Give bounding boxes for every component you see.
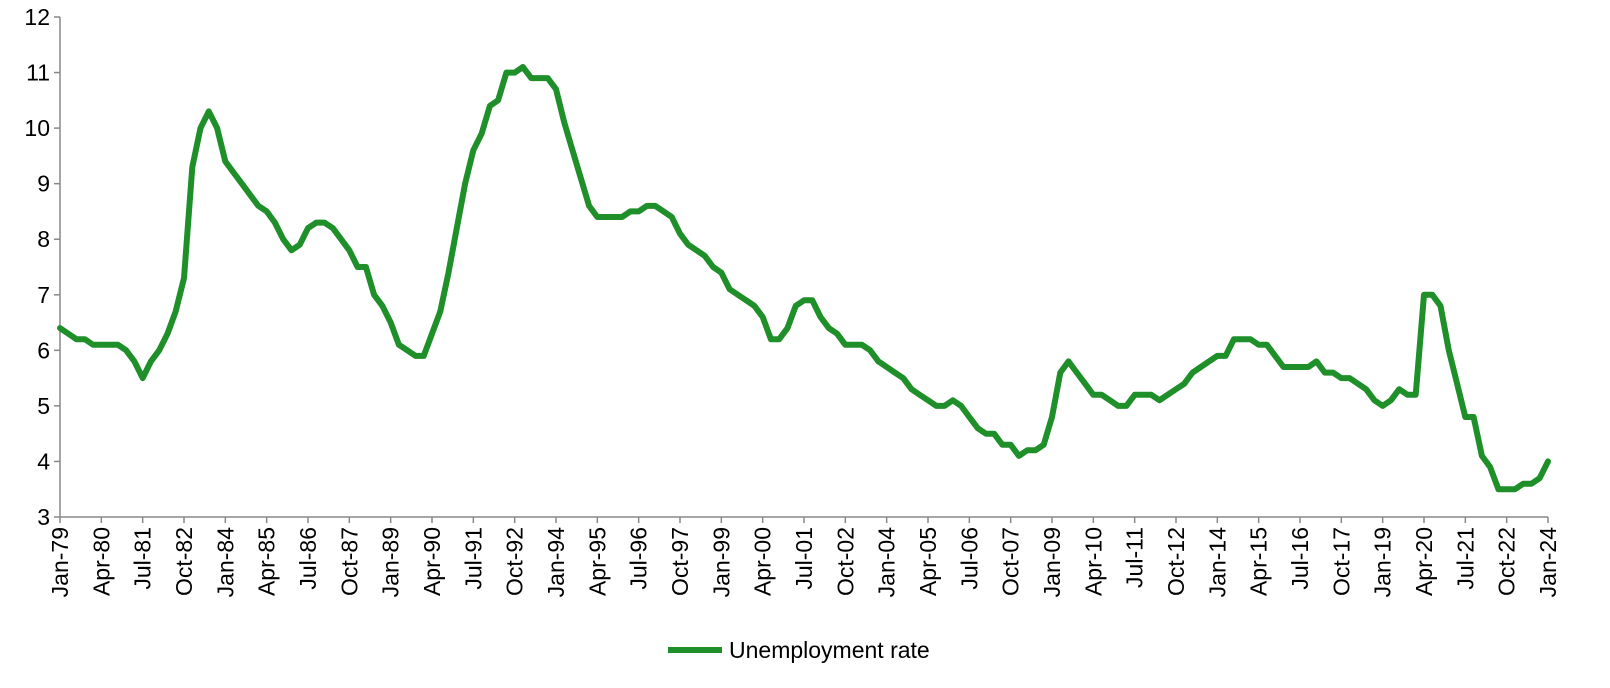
x-tick-label: Jan-04: [874, 527, 900, 598]
x-tick-label: Jul-11: [1122, 527, 1148, 588]
y-tick-label: 7: [37, 282, 50, 308]
x-tick-label: Oct-22: [1494, 527, 1520, 596]
x-tick-label: Jul-96: [626, 527, 652, 590]
x-tick-label: Apr-15: [1246, 527, 1272, 596]
y-tick-label: 3: [37, 504, 50, 530]
y-tick-label: 12: [24, 4, 50, 30]
x-tick-label: Jul-21: [1452, 527, 1478, 590]
y-tick-label: 11: [26, 60, 50, 86]
y-tick-label: 10: [24, 115, 50, 141]
x-tick-label: Jan-14: [1204, 527, 1230, 598]
x-tick-label: Jul-81: [130, 527, 156, 590]
x-tick-label: Oct-07: [998, 527, 1024, 596]
y-tick-label: 8: [37, 226, 50, 252]
x-tick-label: Apr-20: [1411, 527, 1437, 596]
x-tick-label: Oct-92: [502, 527, 528, 596]
x-tick-label: Apr-10: [1080, 527, 1106, 596]
x-tick-label: Jul-06: [956, 527, 982, 590]
x-tick-label: Oct-82: [171, 527, 197, 596]
x-tick-label: Apr-00: [750, 527, 776, 596]
x-tick-label: Jan-99: [708, 527, 734, 597]
y-tick-label: 6: [37, 337, 50, 363]
x-tick-label: Jan-24: [1535, 527, 1561, 598]
x-tick-label: Apr-90: [419, 527, 445, 596]
x-tick-label: Oct-97: [667, 527, 693, 596]
x-tick-label: Jul-01: [791, 527, 817, 590]
x-tick-label: Apr-80: [88, 527, 114, 596]
x-tick-label: Jul-86: [295, 527, 321, 590]
y-tick-label: 9: [37, 171, 50, 197]
x-tick-label: Jan-89: [378, 527, 404, 597]
y-tick-label: 5: [37, 393, 50, 419]
x-tick-label: Jan-84: [212, 527, 238, 598]
x-tick-label: Oct-17: [1328, 527, 1354, 596]
x-tick-label: Jul-91: [460, 527, 486, 590]
x-tick-label: Jan-09: [1039, 527, 1065, 597]
x-tick-label: Oct-02: [832, 527, 858, 596]
legend-label: Unemployment rate: [729, 637, 930, 663]
x-tick-label: Oct-87: [336, 527, 362, 596]
x-tick-label: Apr-95: [584, 527, 610, 596]
x-tick-label: Jan-19: [1370, 527, 1396, 597]
x-tick-label: Jul-16: [1287, 527, 1313, 590]
x-tick-label: Jan-94: [543, 527, 569, 598]
x-tick-label: Jan-79: [47, 527, 73, 597]
y-tick-label: 4: [37, 448, 50, 474]
x-tick-label: Apr-05: [915, 527, 941, 596]
line: [57, 64, 1551, 493]
x-tick-label: Apr-85: [254, 527, 280, 596]
x-tick-label: Oct-12: [1163, 527, 1189, 596]
